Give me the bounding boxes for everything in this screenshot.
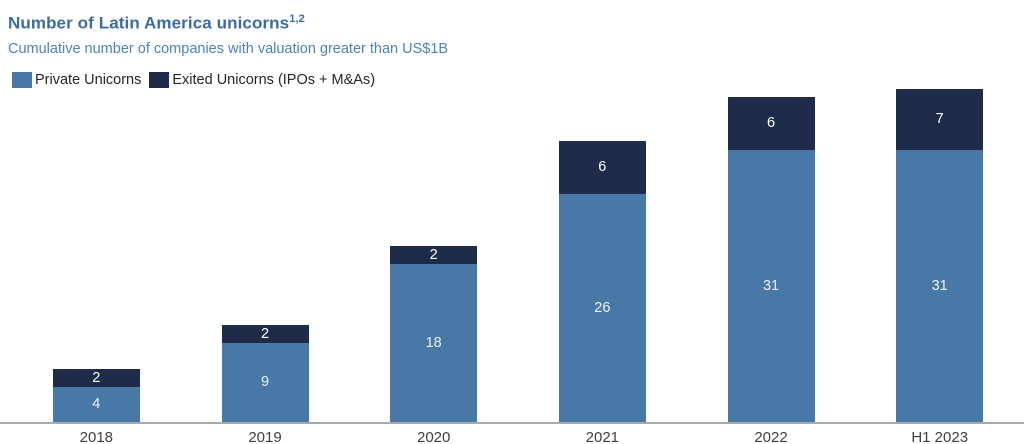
bar-column: 7 31 <box>855 88 1024 422</box>
bar-value-label: 18 <box>425 334 442 351</box>
x-axis-label: 2022 <box>754 428 788 444</box>
x-axis-label: H1 2023 <box>911 428 969 444</box>
legend-swatch-private-unicorns <box>12 71 32 88</box>
bar-2022[interactable]: 6 31 <box>727 97 815 422</box>
bar-value-label: 26 <box>594 299 611 316</box>
bar-2021[interactable]: 6 26 <box>558 141 646 422</box>
bar-h1-2023[interactable]: 7 31 <box>896 88 984 422</box>
bar-value-label: 2 <box>260 325 270 342</box>
legend-item-private-unicorns[interactable]: Private Unicorns <box>12 71 141 89</box>
bar-segment-exited[interactable]: 2 <box>390 246 478 264</box>
bar-value-label: 31 <box>931 277 948 294</box>
stacked-bar-chart: 2 4 2 9 2 18 6 26 6 31 7 31 2018 2019 2020 2021 2022 H1 … <box>0 88 1024 444</box>
bar-segment-private[interactable]: 31 <box>896 149 984 422</box>
page-title: Number of Latin America unicorns1,2 <box>8 8 1024 35</box>
bar-segment-exited[interactable]: 6 <box>558 141 646 194</box>
x-axis-label: 2020 <box>416 428 451 444</box>
bar-segment-exited[interactable]: 2 <box>221 325 309 343</box>
bar-segment-exited[interactable]: 6 <box>727 97 815 150</box>
bar-2020[interactable]: 2 18 <box>390 246 478 422</box>
legend-item-exited-unicorns[interactable]: Exited Unicorns (IPOs + M&As) <box>149 71 375 89</box>
page-title-text: Number of Latin America unicorns <box>8 13 290 33</box>
x-axis-label: 2021 <box>585 428 620 444</box>
bar-value-label: 2 <box>429 246 438 263</box>
bar-value-label: 9 <box>260 373 270 390</box>
bar-segment-exited[interactable]: 7 <box>896 88 984 150</box>
chart-subtitle: Cumulative number of companies with valu… <box>8 40 449 57</box>
bar-column: 6 31 <box>687 89 856 422</box>
bar-segment-exited[interactable]: 2 <box>52 369 140 387</box>
legend-label-exited-unicorns: Exited Unicorns (IPOs + M&As) <box>172 71 376 88</box>
bar-value-label: 6 <box>598 159 607 176</box>
x-axis-label: 2018 <box>79 428 114 444</box>
bar-value-label: 4 <box>92 395 101 412</box>
x-axis-label: 2019 <box>248 428 282 444</box>
legend: Private Unicorns Exited Unicorns (IPOs +… <box>0 71 1024 89</box>
x-axis-labels: 2018 2019 2020 2021 2022 H1 2023 <box>0 424 1024 444</box>
bar-column: 6 26 <box>518 89 687 422</box>
bar-segment-private[interactable]: 18 <box>390 263 478 422</box>
legend-swatch-exited-unicorns <box>149 71 170 88</box>
chart-header: Number of Latin America unicorns1,2 Cumu… <box>0 8 1024 59</box>
bar-segment-private[interactable]: 31 <box>727 149 815 422</box>
plot-area: 2 4 2 9 2 18 6 26 6 31 7 31 <box>0 88 1024 422</box>
bar-segment-private[interactable]: 26 <box>558 193 646 422</box>
bar-segment-private[interactable]: 4 <box>52 386 140 422</box>
title-footnote-superscript: 1,2 <box>289 13 305 25</box>
bar-column: 2 18 <box>349 89 518 422</box>
bar-segment-private[interactable]: 9 <box>221 342 309 422</box>
bar-value-label: 2 <box>92 369 101 386</box>
bar-value-label: 6 <box>766 115 776 132</box>
legend-label-private-unicorns: Private Unicorns <box>35 71 142 88</box>
bar-value-label: 7 <box>935 111 944 128</box>
bar-value-label: 31 <box>762 277 780 294</box>
x-axis-line: 2018 2019 2020 2021 2022 H1 2023 <box>0 421 1024 444</box>
